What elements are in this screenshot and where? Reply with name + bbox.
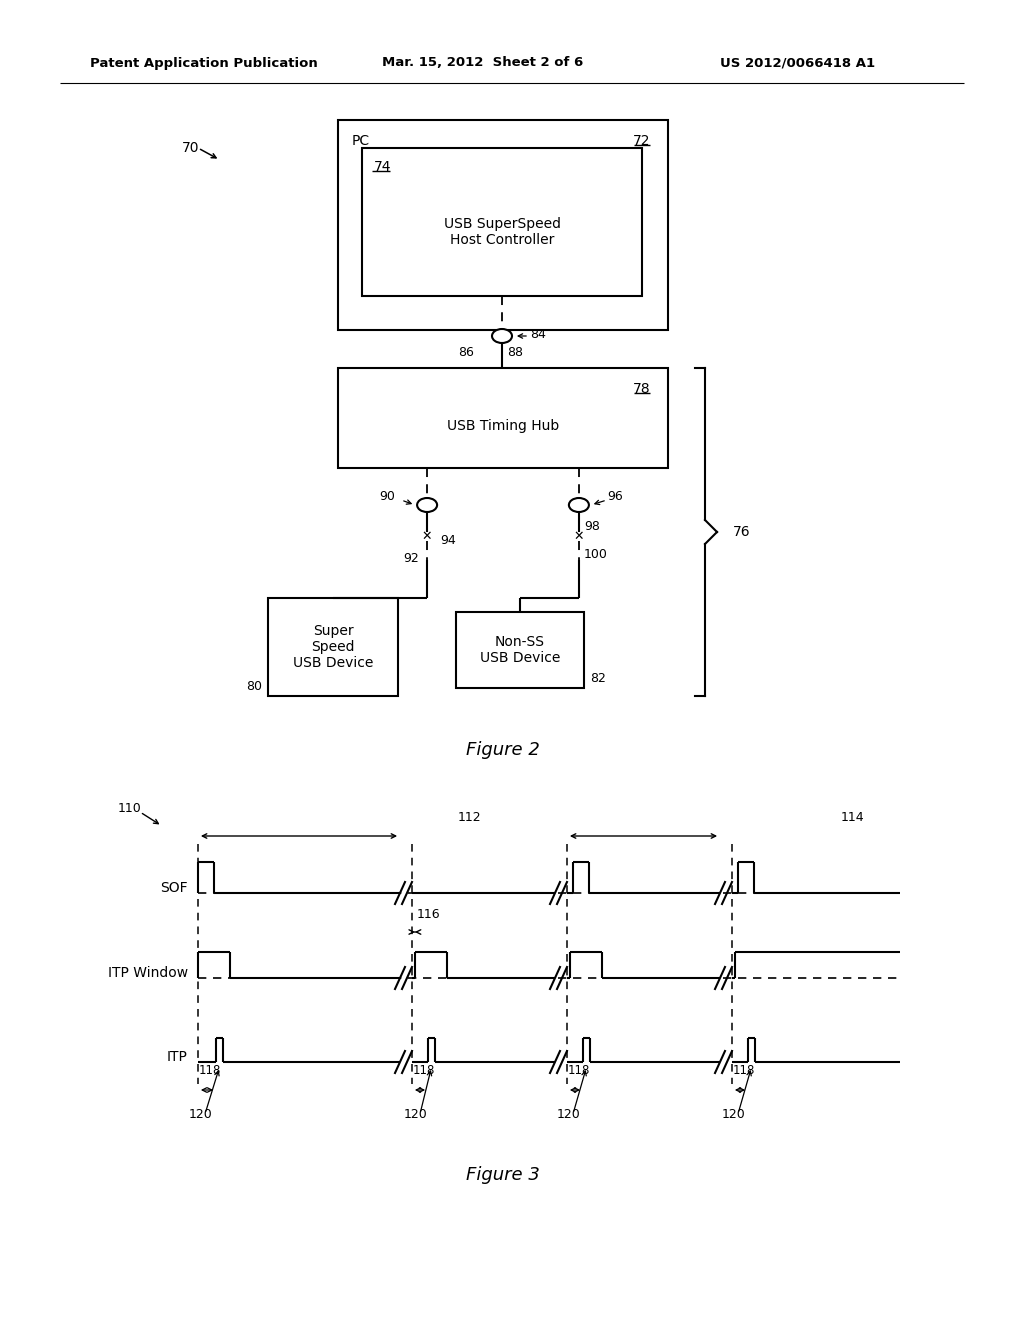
Text: Figure 2: Figure 2	[466, 741, 540, 759]
Bar	[456, 612, 584, 688]
Text: 112: 112	[458, 810, 481, 824]
Text: USB SuperSpeed
Host Controller: USB SuperSpeed Host Controller	[443, 216, 560, 247]
Text: 86: 86	[458, 346, 474, 359]
Text: 120: 120	[189, 1107, 213, 1121]
Text: 72: 72	[633, 135, 650, 148]
Ellipse shape	[492, 329, 512, 343]
Text: 90: 90	[379, 491, 395, 503]
Text: 76: 76	[733, 525, 751, 539]
Text: 98: 98	[584, 520, 600, 533]
Ellipse shape	[569, 498, 589, 512]
Text: ITP: ITP	[167, 1049, 188, 1064]
Text: 92: 92	[403, 552, 419, 565]
Text: SOF: SOF	[161, 880, 188, 895]
Text: 80: 80	[246, 680, 262, 693]
Text: 84: 84	[530, 329, 546, 342]
Text: PC: PC	[352, 135, 370, 148]
Text: Figure 3: Figure 3	[466, 1166, 540, 1184]
Text: 74: 74	[374, 160, 391, 174]
Text: Non-SS
USB Device: Non-SS USB Device	[480, 635, 560, 665]
Text: 82: 82	[590, 672, 606, 685]
Text: 120: 120	[404, 1107, 428, 1121]
Text: 110: 110	[118, 801, 141, 814]
Text: 118: 118	[199, 1064, 221, 1077]
Text: 118: 118	[733, 1064, 756, 1077]
Text: 118: 118	[413, 1064, 435, 1077]
Text: 78: 78	[633, 381, 650, 396]
Bar	[268, 598, 398, 696]
Text: USB Timing Hub: USB Timing Hub	[446, 418, 559, 433]
Ellipse shape	[417, 498, 437, 512]
Bar	[338, 120, 668, 330]
Text: 100: 100	[584, 548, 608, 561]
Text: ✕: ✕	[573, 529, 584, 543]
Text: 94: 94	[440, 533, 456, 546]
Text: 88: 88	[507, 346, 523, 359]
Text: ITP Window: ITP Window	[108, 966, 188, 979]
Text: 114: 114	[841, 810, 864, 824]
Text: 118: 118	[568, 1064, 591, 1077]
Text: 120: 120	[557, 1107, 581, 1121]
Text: Mar. 15, 2012  Sheet 2 of 6: Mar. 15, 2012 Sheet 2 of 6	[382, 57, 584, 70]
Text: 120: 120	[722, 1107, 745, 1121]
Bar	[362, 148, 642, 296]
Bar	[338, 368, 668, 469]
Text: US 2012/0066418 A1: US 2012/0066418 A1	[720, 57, 876, 70]
Text: ✕: ✕	[422, 529, 432, 543]
Text: 116: 116	[417, 908, 440, 921]
Text: Super
Speed
USB Device: Super Speed USB Device	[293, 624, 373, 671]
Text: 70: 70	[182, 141, 200, 154]
Text: Patent Application Publication: Patent Application Publication	[90, 57, 317, 70]
Text: 96: 96	[607, 491, 623, 503]
